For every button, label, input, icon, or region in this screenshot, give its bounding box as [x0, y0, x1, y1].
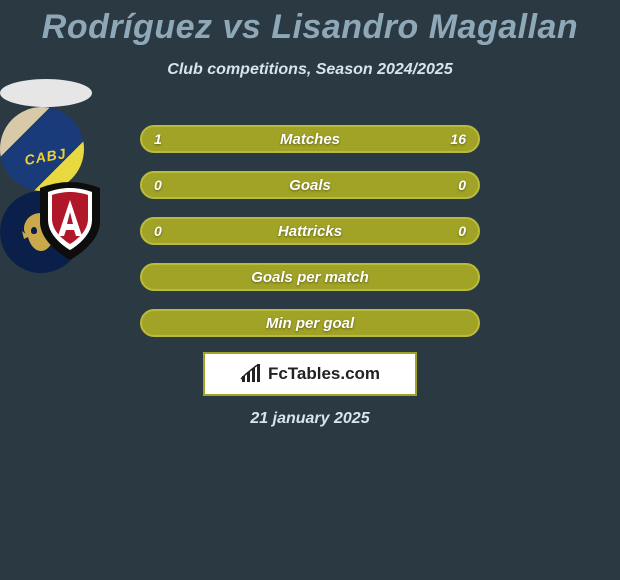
stat-row: 0 Goals 0 [140, 171, 480, 199]
stats-bars: 1 Matches 16 0 Goals 0 0 Hattricks 0 Goa… [140, 125, 480, 355]
stat-label: Matches [280, 131, 340, 148]
stat-row: Goals per match [140, 263, 480, 291]
bar-chart-icon [240, 364, 262, 384]
comparison-title: Rodríguez vs Lisandro Magallan [0, 0, 620, 47]
brand-footer[interactable]: FcTables.com [203, 352, 417, 396]
left-club-badge [28, 178, 112, 264]
stat-right-value: 16 [450, 131, 466, 147]
comparison-date: 21 january 2025 [0, 410, 620, 428]
comparison-subtitle: Club competitions, Season 2024/2025 [0, 61, 620, 79]
stat-left-value: 1 [154, 131, 162, 147]
stat-left-value: 0 [154, 177, 162, 193]
brand-name: FcTables.com [268, 364, 380, 384]
left-player-placeholder [0, 79, 92, 107]
stat-left-value: 0 [154, 223, 162, 239]
stat-row: 1 Matches 16 [140, 125, 480, 153]
stat-right-value: 0 [458, 223, 466, 239]
stat-right-value: 0 [458, 177, 466, 193]
stat-label: Hattricks [278, 223, 342, 240]
stat-label: Min per goal [266, 315, 354, 332]
stat-row: Min per goal [140, 309, 480, 337]
stat-label: Goals [289, 177, 331, 194]
stat-label: Goals per match [251, 269, 369, 286]
atlas-shield-icon [28, 178, 112, 264]
stat-row: 0 Hattricks 0 [140, 217, 480, 245]
player-jersey-text: CABJ [23, 145, 67, 168]
